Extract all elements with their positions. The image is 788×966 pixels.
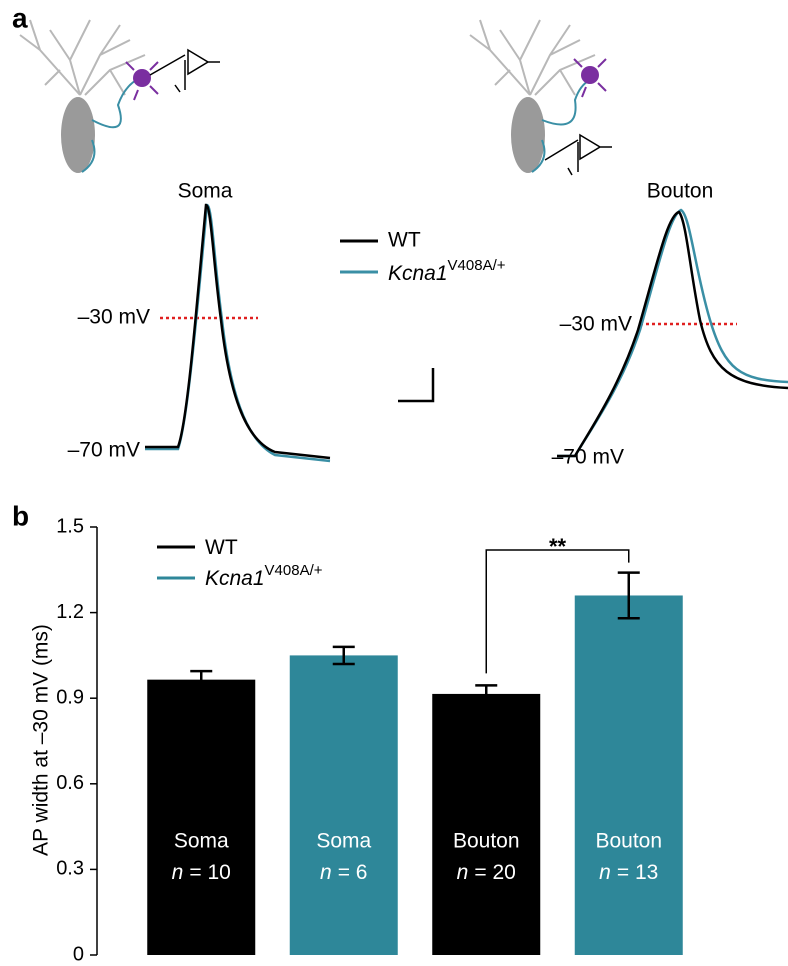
legend-label: Kcna1	[388, 262, 448, 285]
bar	[289, 655, 398, 955]
bar-count: n = 10	[172, 861, 231, 884]
n-symbol: n	[172, 861, 184, 884]
bar	[147, 679, 256, 955]
y-axis-label: AP width at –30 mV (ms)	[30, 624, 53, 856]
n-symbol: n	[320, 861, 332, 884]
level-label: –70 mV	[552, 446, 624, 469]
n-count: = 20	[474, 861, 515, 884]
legend-label: Kcna1V408A/+	[205, 562, 323, 590]
bar-count: n = 6	[320, 861, 367, 884]
legend-label: WT	[388, 229, 421, 252]
legend-superscript: V408A/+	[265, 562, 323, 579]
n-symbol: n	[599, 861, 611, 884]
trace-title: Bouton	[647, 180, 714, 203]
bar-label: Bouton	[453, 830, 520, 853]
bar-label: Soma	[316, 830, 371, 853]
significance-bracket	[485, 549, 630, 674]
trace-title: Soma	[178, 180, 233, 203]
y-tick-label: 0.9	[56, 686, 84, 708]
legend-name: WT	[205, 536, 238, 559]
bar-count: n = 20	[457, 861, 516, 884]
legend-name: Kcna1	[205, 567, 265, 590]
cell-bodies	[61, 48, 612, 176]
error-bar	[617, 571, 640, 620]
bar	[432, 693, 541, 955]
level-label: –30 mV	[78, 306, 150, 329]
level-label: –70 mV	[68, 439, 140, 462]
panel-label: b	[12, 500, 29, 531]
n-count: = 13	[617, 861, 658, 884]
bar-label: Bouton	[595, 830, 662, 853]
significance-label: **	[549, 534, 567, 559]
n-count: = 10	[189, 861, 230, 884]
n-count: = 6	[338, 861, 368, 884]
bar-label: Soma	[174, 830, 229, 853]
legend-label: Kcna1V408A/+	[388, 257, 506, 285]
bar-count: n = 13	[599, 861, 658, 884]
y-tick-label: 0.6	[56, 772, 84, 794]
y-tick-label: 0.3	[56, 858, 84, 880]
n-symbol: n	[457, 861, 469, 884]
neuron-schematic	[19, 19, 596, 96]
bar	[574, 595, 683, 955]
panel-label: a	[12, 2, 28, 33]
legend-label: WT	[205, 536, 238, 559]
error-bar	[475, 684, 498, 704]
error-bar	[332, 645, 355, 666]
error-bar	[190, 669, 213, 690]
legend-superscript: V408A/+	[448, 257, 506, 274]
y-tick-label: 1.5	[56, 515, 84, 537]
y-tick-label: 1.2	[56, 601, 84, 623]
y-tick-label: 0	[73, 943, 84, 965]
legend-a: WT Kcna1V408A/+	[340, 229, 506, 285]
traces	[145, 203, 788, 463]
level-label: –30 mV	[560, 313, 632, 336]
